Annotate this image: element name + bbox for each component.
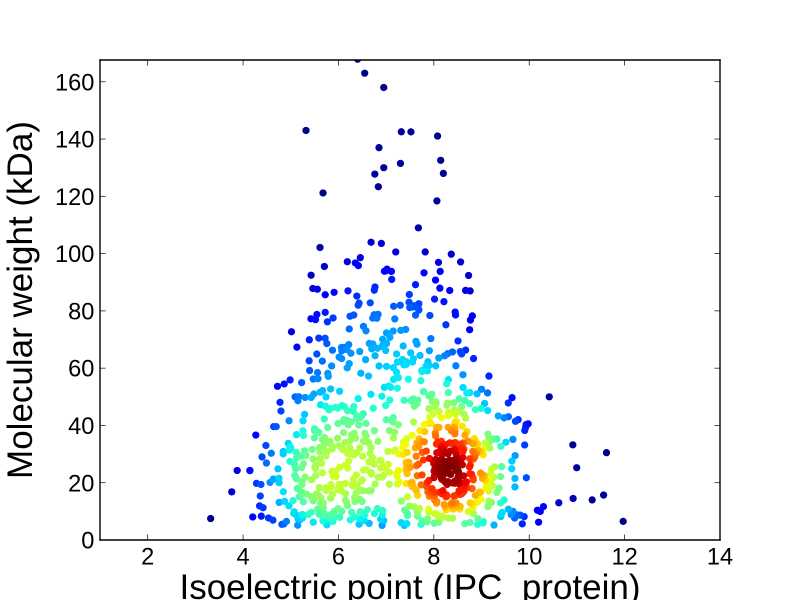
svg-text:10: 10 — [516, 544, 542, 570]
svg-text:160: 160 — [55, 70, 94, 96]
svg-text:140: 140 — [55, 128, 94, 154]
svg-text:120: 120 — [55, 185, 94, 211]
svg-text:4: 4 — [237, 544, 250, 570]
svg-text:20: 20 — [68, 471, 94, 497]
svg-text:12: 12 — [611, 544, 637, 570]
svg-text:14: 14 — [707, 544, 733, 570]
svg-text:8: 8 — [427, 544, 440, 570]
svg-text:100: 100 — [55, 242, 94, 268]
svg-text:2: 2 — [141, 544, 154, 570]
svg-text:6: 6 — [332, 544, 345, 570]
svg-text:Isoelectric point (IPC_protein: Isoelectric point (IPC_protein) — [179, 568, 640, 600]
svg-text:Molecular weight (kDa): Molecular weight (kDa) — [1, 121, 40, 479]
svg-text:80: 80 — [68, 299, 94, 325]
svg-text:60: 60 — [68, 357, 94, 383]
svg-text:40: 40 — [68, 414, 94, 440]
svg-text:0: 0 — [81, 529, 94, 555]
